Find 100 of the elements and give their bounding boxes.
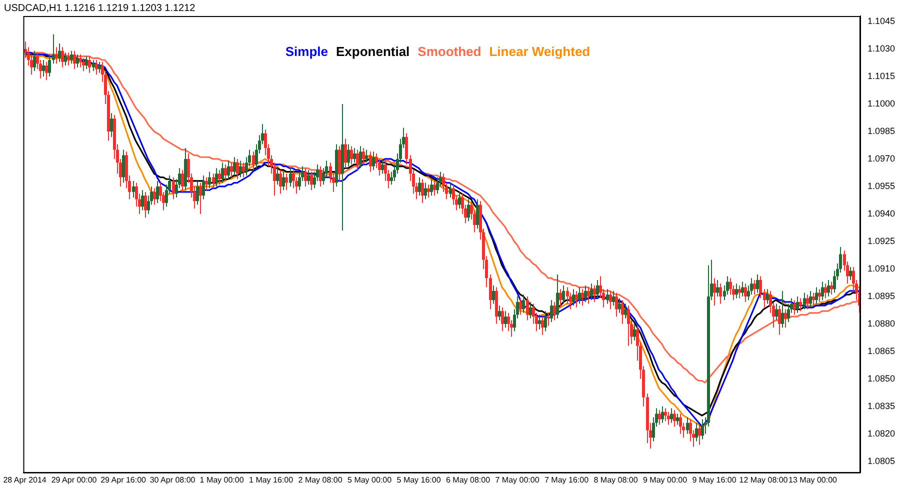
candlestick: [559, 288, 562, 308]
candlestick: [196, 180, 199, 206]
candlestick: [526, 296, 529, 321]
x-tick-label: 1 May 00:00: [200, 475, 244, 484]
candlestick: [285, 173, 288, 191]
candlestick: [458, 191, 461, 209]
candlestick: [199, 182, 202, 214]
candlestick: [550, 300, 553, 323]
candlestick: [809, 290, 812, 308]
y-tick-label: 1.0880: [867, 318, 896, 328]
candlestick: [350, 146, 353, 165]
candlestick: [67, 52, 70, 66]
candlestick: [719, 283, 722, 304]
candlestick: [347, 144, 350, 167]
y-tick-label: 1.0865: [867, 346, 896, 356]
candlestick: [627, 305, 630, 346]
candlestick: [95, 59, 98, 76]
x-tick-label: 9 May 00:00: [643, 475, 688, 484]
candlestick: [713, 278, 716, 306]
candlestick: [381, 158, 384, 174]
candlestick: [670, 408, 673, 424]
y-tick-label: 1.0940: [867, 208, 896, 218]
candlestick: [738, 284, 741, 299]
candlestick: [686, 416, 689, 434]
candlestick: [796, 296, 799, 314]
candlestick: [556, 274, 559, 319]
x-tick-label: 9 May 16:00: [692, 475, 737, 484]
candlestick: [498, 305, 501, 321]
y-tick-label: 1.0985: [867, 126, 896, 136]
candlestick: [624, 303, 627, 319]
candlestick: [492, 284, 495, 304]
candlestick: [806, 294, 809, 310]
x-tick-label: 8 May 08:00: [594, 475, 638, 484]
candlestick: [522, 294, 525, 314]
candlestick: [695, 422, 698, 442]
x-tick-label: 1 May 16:00: [249, 475, 294, 484]
candlestick: [172, 176, 175, 200]
candlestick: [544, 310, 547, 332]
candlestick: [824, 283, 827, 299]
candlestick: [735, 283, 738, 299]
y-tick-label: 1.0970: [867, 153, 896, 164]
candlestick: [70, 50, 73, 64]
x-tick-label: 29 Apr 00:00: [51, 475, 98, 484]
candlestick: [701, 418, 704, 440]
candlestick: [42, 59, 45, 77]
candlestick: [236, 158, 239, 180]
candlestick: [289, 168, 292, 187]
candlestick: [48, 54, 51, 77]
candlestick: [221, 162, 224, 184]
candlestick: [501, 306, 504, 332]
candlestick: [763, 288, 766, 308]
candlestick: [778, 305, 781, 336]
candlestick: [353, 147, 356, 164]
y-tick-label: 1.0850: [867, 373, 896, 384]
candlestick: [716, 279, 719, 297]
candlestick: [239, 160, 242, 178]
candlestick: [553, 301, 556, 321]
candlestick: [365, 149, 368, 164]
candlestick: [279, 169, 282, 194]
candlestick: [596, 279, 599, 299]
candlestick: [427, 184, 430, 198]
y-tick-label: 1.0820: [867, 428, 896, 438]
candlestick: [609, 290, 612, 310]
candlestick: [218, 169, 221, 186]
y-tick-label: 1.0955: [867, 180, 896, 191]
candlestick: [572, 288, 575, 306]
candlestick: [252, 151, 255, 170]
candlestick: [242, 162, 245, 178]
candlestick: [88, 56, 91, 74]
candlestick: [61, 46, 64, 68]
text: Simple: [285, 44, 328, 59]
candlestick: [181, 169, 184, 192]
candlestick: [679, 413, 682, 434]
candlestick: [356, 149, 359, 170]
candlestick: [818, 288, 821, 302]
candlestick: [547, 312, 550, 326]
candlestick: [578, 286, 581, 304]
candlestick: [587, 286, 590, 304]
candlestick: [205, 176, 208, 191]
candlestick: [369, 151, 372, 172]
candlestick: [282, 171, 285, 191]
candlestick: [793, 300, 796, 316]
candlestick: [476, 198, 479, 230]
candlestick: [673, 410, 676, 428]
candlestick: [156, 180, 159, 204]
candlestick: [418, 176, 421, 196]
text: Smoothed: [418, 44, 482, 59]
candlestick: [132, 180, 135, 198]
text: Linear Weighted: [489, 44, 590, 59]
candlestick: [227, 160, 230, 180]
candlestick: [449, 182, 452, 198]
candlestick: [344, 138, 347, 169]
candlestick: [584, 284, 587, 302]
candlestick: [606, 288, 609, 304]
candlestick: [144, 191, 147, 218]
y-tick-label: 1.1045: [867, 16, 896, 26]
candlestick: [85, 56, 88, 70]
candlestick: [208, 171, 211, 189]
candlestick: [615, 292, 618, 318]
candlestick: [55, 46, 58, 64]
